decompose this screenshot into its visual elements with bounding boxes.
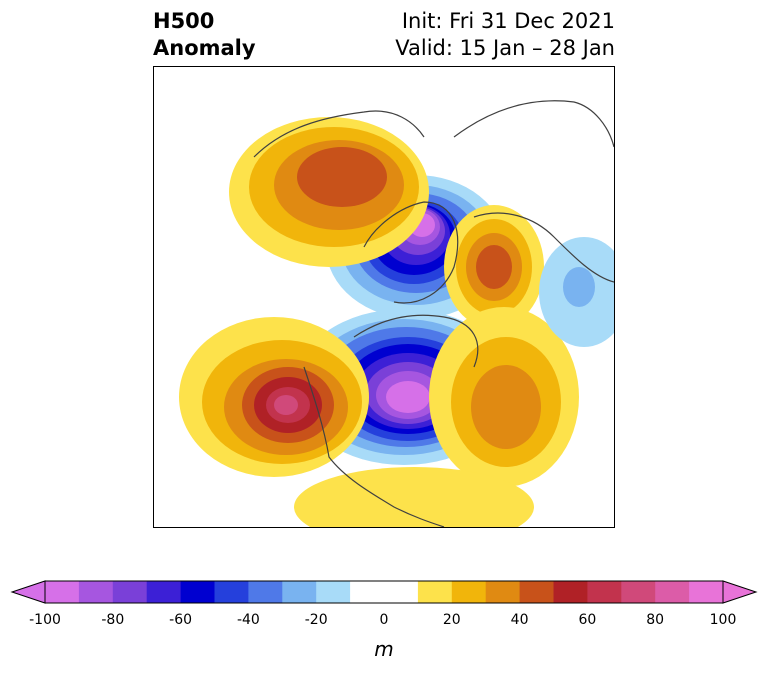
colorbar-segment: [485, 581, 521, 603]
anomaly-high-pacific: [179, 317, 369, 477]
colorbar-segment: [417, 581, 453, 603]
colorbar-extend-max: [722, 580, 758, 604]
map-title: H500 Anomaly: [153, 8, 256, 62]
coastlines: [253, 100, 614, 527]
valid-range: Valid: 15 Jan – 28 Jan: [395, 36, 615, 60]
colorbar-segment: [655, 581, 690, 603]
anomaly-low-asia: [539, 237, 614, 347]
init-date: Init: Fri 31 Dec 2021: [401, 9, 615, 33]
map-canvas: [179, 100, 614, 527]
colorbar-segment: [112, 581, 148, 603]
colorbar-segment: [180, 581, 215, 603]
colorbar-segment: [45, 581, 80, 603]
colorbar-tick-label: -20: [304, 612, 328, 628]
colorbar-tick-label: 60: [578, 612, 597, 628]
colorbar-segment: [282, 581, 317, 603]
colorbar-segment: [689, 581, 724, 603]
colorbar-segment: [621, 581, 656, 603]
colorbar-segment: [587, 581, 622, 603]
colorbar-tick-label: 20: [442, 612, 461, 628]
colorbar-tick-label: 80: [646, 612, 665, 628]
colorbar-segment: [519, 581, 554, 603]
anomaly-high-scandinavia: [229, 117, 429, 267]
colorbar-segment: [384, 581, 419, 603]
colorbar-ticks: -100 -80 -60 -40 -20 0 20 40 60 80 100: [0, 612, 768, 632]
title-field: Anomaly: [153, 36, 256, 60]
colorbar-extend-min: [10, 580, 46, 604]
anomaly-map: [153, 66, 615, 528]
colorbar-segment: [78, 581, 114, 603]
colorbar-tick-label: 100: [709, 612, 737, 628]
colorbar-tick-label: -80: [101, 612, 125, 628]
colorbar: [10, 580, 758, 604]
map-subtitle: Init: Fri 31 Dec 2021 Valid: 15 Jan – 28…: [395, 8, 615, 62]
title-variable: H500: [153, 9, 215, 33]
colorbar-segment: [553, 581, 588, 603]
colorbar-tick-label: -60: [169, 612, 193, 628]
anomaly-high-subtropics: [294, 467, 534, 527]
colorbar-segment: [451, 581, 487, 603]
colorbar-tick-label: -100: [29, 612, 61, 628]
colorbar-segment: [316, 581, 351, 603]
anomaly-high-russia: [444, 205, 544, 329]
anomaly-high-atlantic: [429, 307, 579, 487]
colorbar-tick-label: 0: [379, 612, 389, 628]
colorbar-segment: [146, 581, 182, 603]
colorbar-segment: [248, 581, 283, 603]
colorbar-tick-label: 40: [510, 612, 529, 628]
colorbar-unit-label: m: [374, 637, 394, 661]
colorbar-tick-label: -40: [236, 612, 260, 628]
colorbar-segment: [350, 581, 385, 603]
colorbar-segment: [214, 581, 249, 603]
